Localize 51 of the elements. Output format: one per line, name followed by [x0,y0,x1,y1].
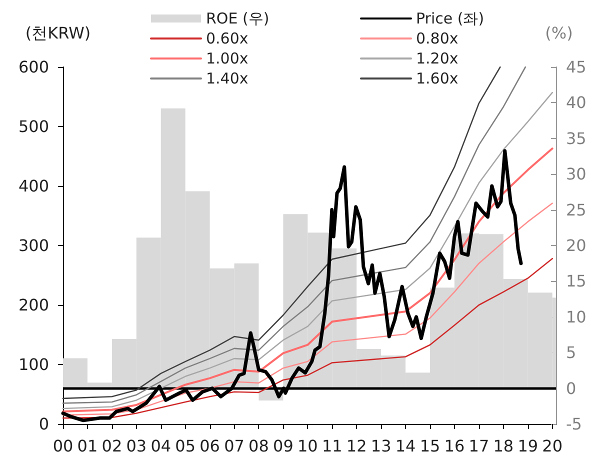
y2-tick-label: 20 [566,236,586,255]
x-tick-label: 05 [175,436,196,456]
x-tick-label: 06 [200,436,220,456]
x-tick-label: 02 [102,436,122,456]
legend-label: 1.00x [206,50,248,68]
legend-label: ROE (우) [206,10,270,28]
x-tick-label: 04 [150,436,172,456]
y2-axis-title: (%) [545,24,573,42]
x-tick-label: 01 [77,436,98,456]
y2-tick-label: 10 [566,307,586,326]
y2-tick-label: 30 [566,164,586,184]
line-series [62,258,553,419]
x-tick-label: 03 [126,436,147,456]
y-tick-label: 100 [18,355,49,374]
y-tick-label: 400 [18,176,49,196]
y-tick-label: 200 [18,296,49,314]
y-axis-title: (천KRW) [25,24,91,42]
x-tick-label: 13 [370,436,392,456]
y2-tick-label: 15 [566,272,586,291]
x-tick-label: 00 [52,436,74,456]
x-tick-label: 11 [322,436,342,456]
y-tick-label: 600 [18,58,49,76]
y-tick-label: 0 [38,414,49,434]
y2-tick-label: 35 [566,128,586,148]
x-tick-label: 18 [493,436,514,456]
x-tick-label: 15 [420,436,440,456]
x-tick-label: 12 [346,436,367,456]
x-tick-label: 09 [273,436,294,456]
x-tick-label: 14 [395,436,416,456]
legend-label: 0.80x [416,30,458,48]
x-tick-label: 07 [224,436,244,456]
legend-label: 1.20x [416,50,458,68]
y-tick-label: 300 [18,236,49,255]
y-tick-label: 500 [18,117,49,136]
x-tick-label: 17 [468,436,490,456]
x-tick-label: 08 [248,436,269,456]
x-tick-label: 19 [518,436,538,456]
x-tick-label: 16 [444,436,465,456]
y2-tick-label: 45 [566,58,586,76]
y2-tick-label: -5 [566,414,582,434]
y2-tick-label: 40 [566,93,586,112]
x-tick-label: 10 [297,436,318,456]
legend-label: 0.60x [206,30,248,48]
legend-label: Price (좌) [416,10,484,28]
x-tick-label: 20 [542,436,563,456]
legend-label: 1.40x [206,70,248,88]
y2-tick-label: 5 [566,343,576,362]
legend-label: 1.60x [416,70,458,88]
y2-tick-label: 25 [566,200,586,220]
y2-tick-label: 0 [566,378,576,398]
line-series [62,202,553,416]
